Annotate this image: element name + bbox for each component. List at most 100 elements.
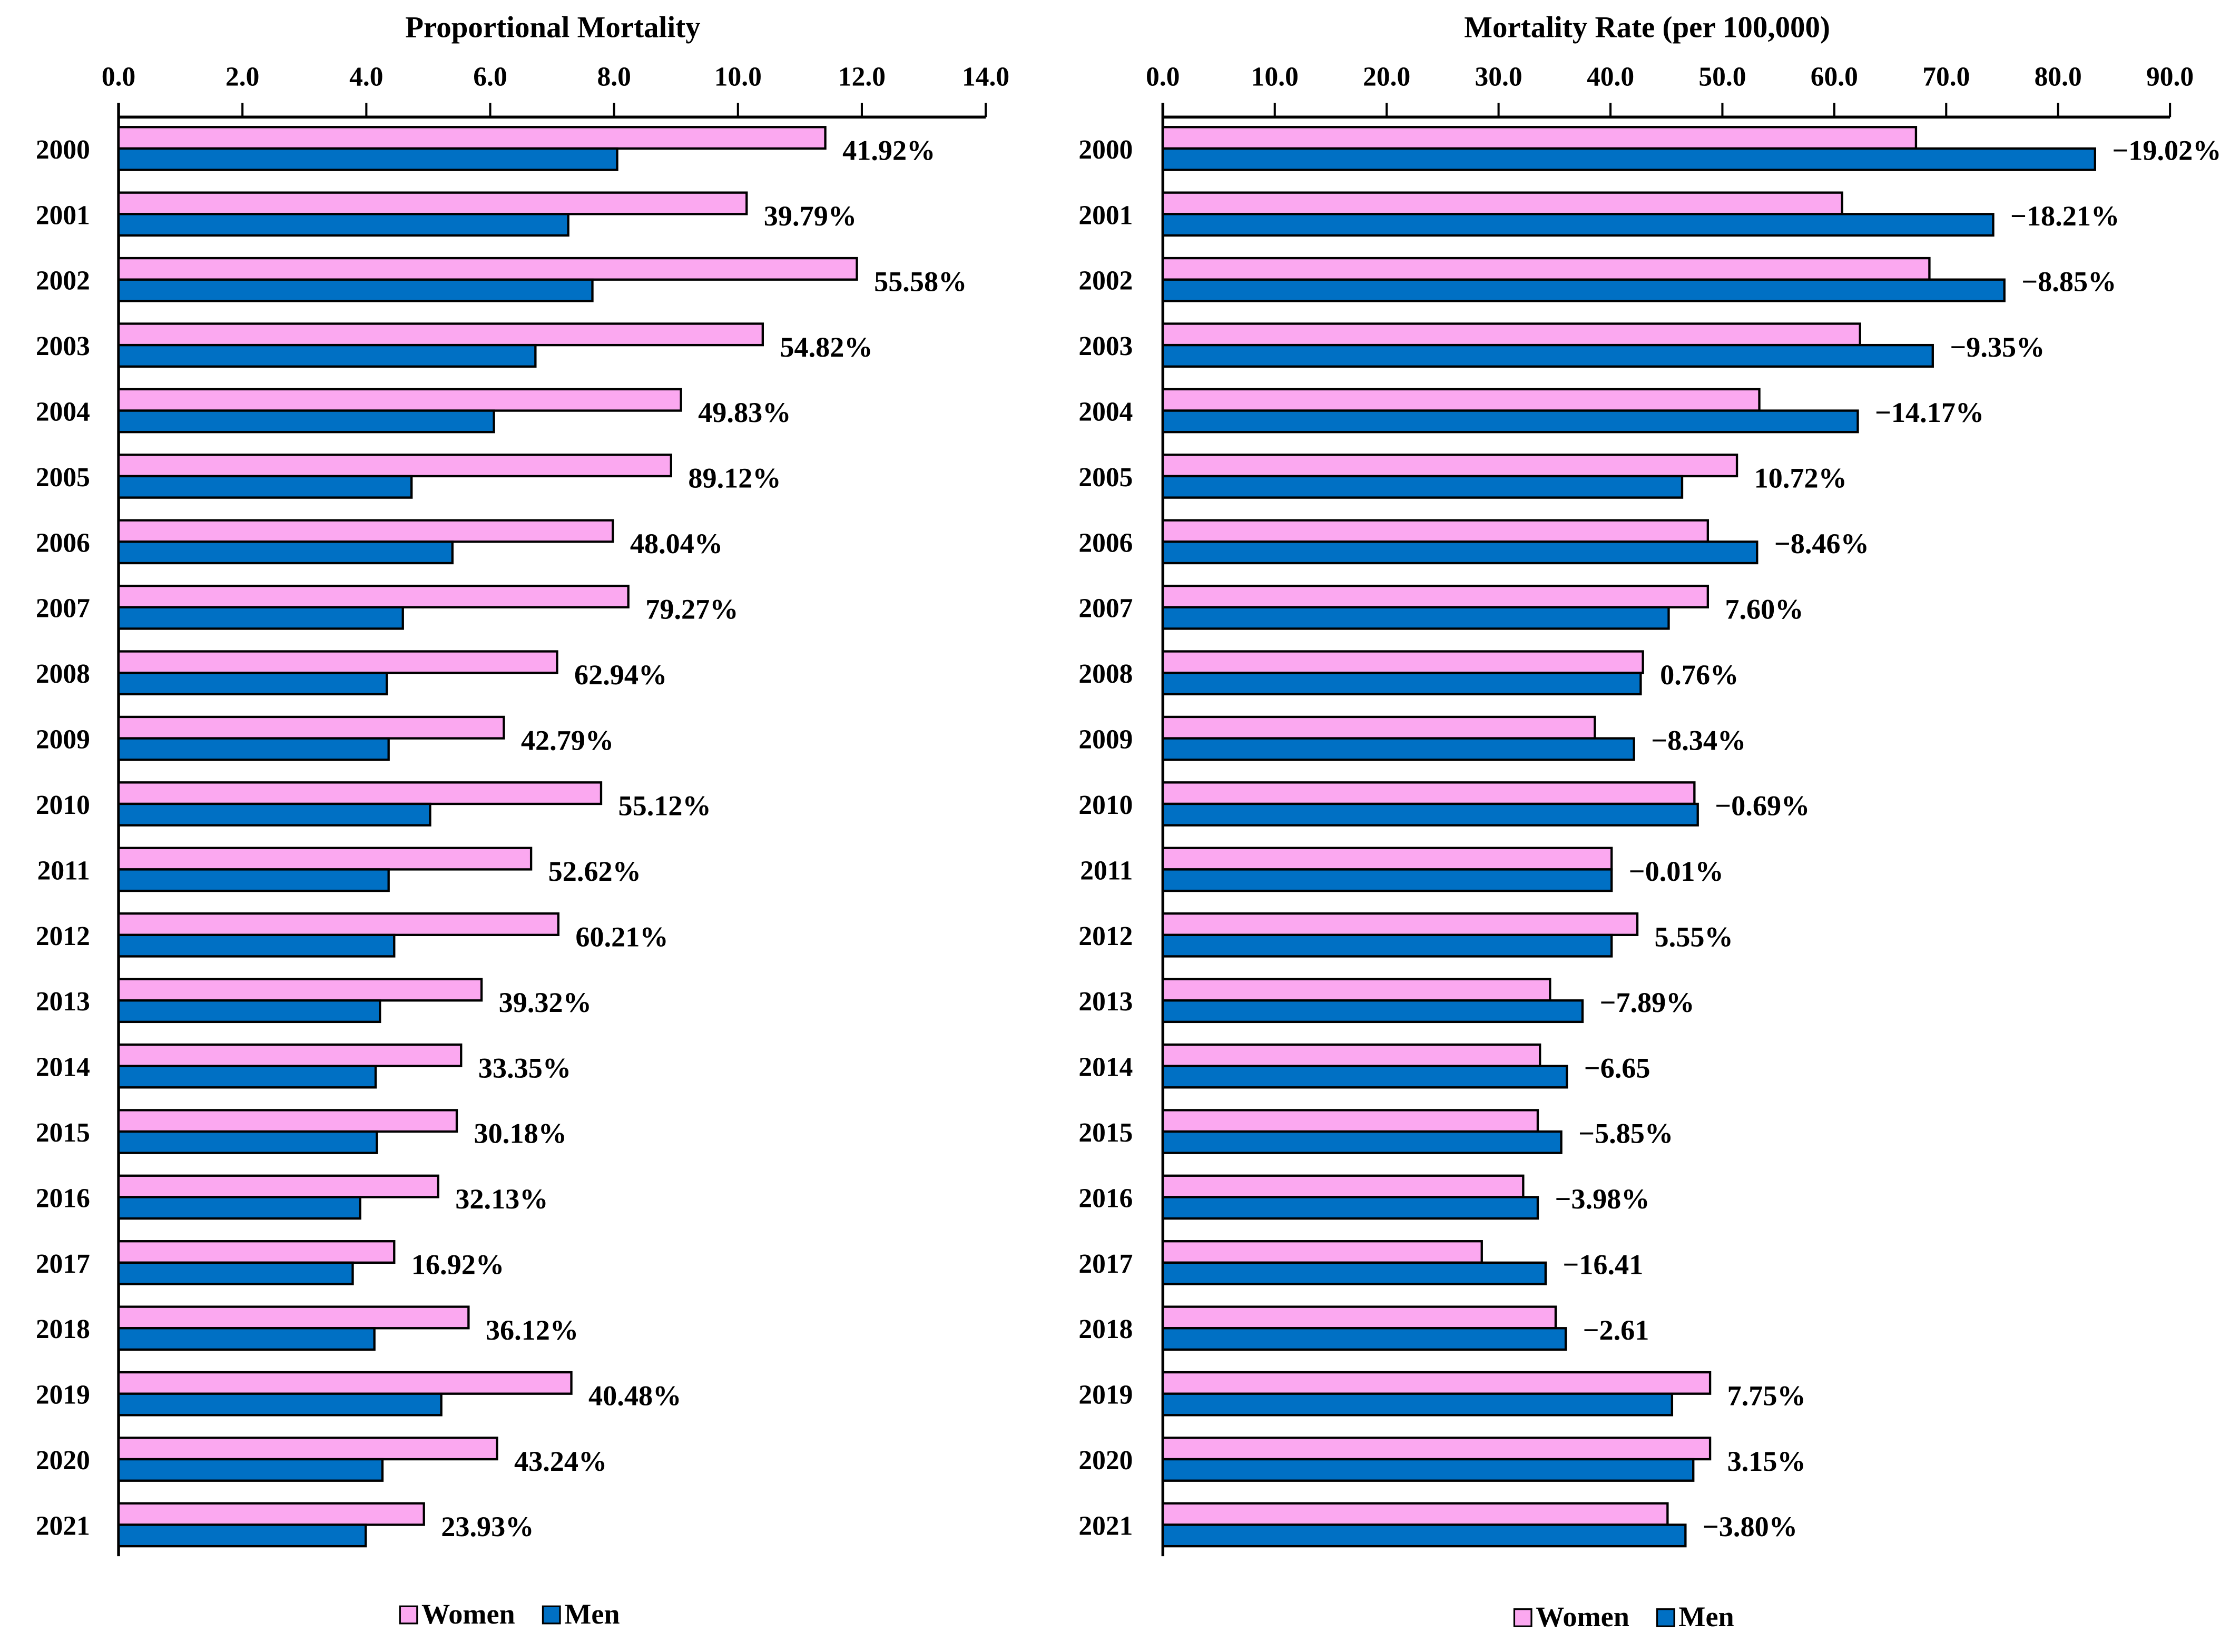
x-tick-label: 70.0 [1922,62,1970,92]
x-tick-label: 60.0 [1811,62,1858,92]
y-category-label: 2018 [36,1314,90,1344]
data-label-2019: 40.48% [588,1380,681,1411]
bar-women-2000 [1162,126,1918,150]
y-category-label: 2002 [1078,266,1133,296]
bar-men-2001 [1162,213,1995,237]
bar-women-2004 [1162,388,1761,412]
data-label-2015: 30.18% [474,1118,567,1149]
bar-men-2017 [1162,1261,1547,1285]
bar-men-2004 [1162,409,1859,434]
legend-label-men: Men [1678,1601,1734,1633]
bar-men-2012 [1162,933,1613,958]
y-category-label: 2000 [36,135,90,165]
data-label-2010: −0.69% [1715,790,1810,822]
y-category-label: 2016 [1078,1183,1133,1213]
y-category-label: 2000 [1078,135,1133,165]
bar-women-2001 [117,191,748,215]
legend-label-men: Men [564,1598,620,1630]
bar-women-2002 [1162,257,1931,281]
x-tick-label: 8.0 [597,62,631,92]
data-label-2008: 62.94% [574,659,667,691]
bar-men-2002 [1162,278,2006,302]
x-tick-label: 10.0 [714,62,762,92]
y-category-label: 2017 [1078,1249,1133,1279]
legend-swatch-women [1513,1608,1532,1627]
bar-women-2001 [1162,191,1843,215]
bar-women-2011 [1162,847,1613,871]
bar-men-2006 [117,540,454,565]
x-tick-label: 0.0 [1146,62,1180,92]
bar-women-2005 [117,454,672,478]
y-category-label: 2001 [36,200,90,230]
y-category-label: 2007 [36,594,90,624]
y-category-label: 2020 [36,1446,90,1476]
x-tick-label: 10.0 [1251,62,1299,92]
y-category-label: 2012 [36,921,90,951]
bar-women-2012 [117,912,560,936]
legend-label-women: Women [1536,1601,1629,1633]
data-label-2015: −5.85% [1578,1118,1673,1149]
bar-men-2008 [1162,671,1642,695]
y-category-label: 2012 [1078,921,1133,951]
data-label-2005: 89.12% [688,463,781,494]
y-category-label: 2003 [1078,331,1133,361]
y-category-label: 2001 [1078,200,1133,230]
y-category-label: 2015 [36,1118,90,1148]
y-category-label: 2006 [36,528,90,558]
bar-women-2013 [117,978,483,1002]
bar-women-2020 [1162,1437,1712,1461]
y-category-label: 2008 [36,659,90,689]
y-category-label: 2004 [1078,397,1133,427]
bar-women-2017 [1162,1240,1483,1264]
bar-women-2019 [117,1371,573,1395]
bar-men-2012 [117,933,396,958]
bar-women-2005 [1162,454,1738,478]
data-label-2021: −3.80% [1703,1511,1797,1542]
y-category-label: 2017 [36,1249,90,1279]
x-tick-label: 20.0 [1363,62,1410,92]
bar-men-2004 [117,409,495,434]
data-label-2011: 52.62% [548,856,641,887]
y-category-label: 2011 [1080,856,1133,886]
data-label-2012: 60.21% [575,921,668,953]
data-label-2006: 48.04% [630,528,723,559]
bar-men-2018 [1162,1327,1567,1351]
bar-women-2009 [1162,715,1596,740]
y-category-label: 2005 [1078,463,1133,493]
data-label-2020: 3.15% [1727,1446,1806,1477]
data-label-2016: −3.98% [1555,1183,1649,1215]
bar-men-2019 [1162,1392,1674,1417]
bar-women-2021 [117,1502,425,1526]
chart-title: Proportional Mortality [405,11,700,44]
bar-men-2003 [1162,343,1934,368]
bar-women-2011 [117,847,533,871]
bar-men-2014 [117,1065,377,1089]
bar-women-2019 [1162,1371,1712,1395]
data-label-2002: −8.85% [2021,266,2116,297]
y-category-label: 2004 [36,397,90,427]
bar-men-2003 [117,343,537,368]
bar-men-2005 [1162,475,1684,499]
data-label-2008: 0.76% [1660,659,1738,691]
bar-men-2013 [117,999,381,1024]
bar-men-2011 [117,868,390,892]
x-tick-label: 12.0 [838,62,886,92]
data-label-2019: 7.75% [1727,1380,1806,1411]
bar-men-2021 [117,1523,367,1548]
bar-women-2004 [117,388,682,412]
bar-men-2006 [1162,540,1758,565]
bar-men-2013 [1162,999,1584,1024]
data-label-2017: 16.92% [411,1249,504,1281]
bar-men-2005 [117,475,413,499]
bar-men-2020 [1162,1458,1695,1482]
y-category-label: 2019 [1078,1380,1133,1410]
data-label-2018: −2.61 [1583,1314,1649,1346]
data-label-2014: −6.65 [1584,1052,1650,1084]
legend-swatch-women [399,1605,418,1625]
bar-women-2000 [117,126,827,150]
bar-men-2002 [117,278,594,302]
bar-women-2017 [117,1240,396,1264]
bar-women-2003 [117,322,764,347]
data-label-2020: 43.24% [514,1446,607,1477]
